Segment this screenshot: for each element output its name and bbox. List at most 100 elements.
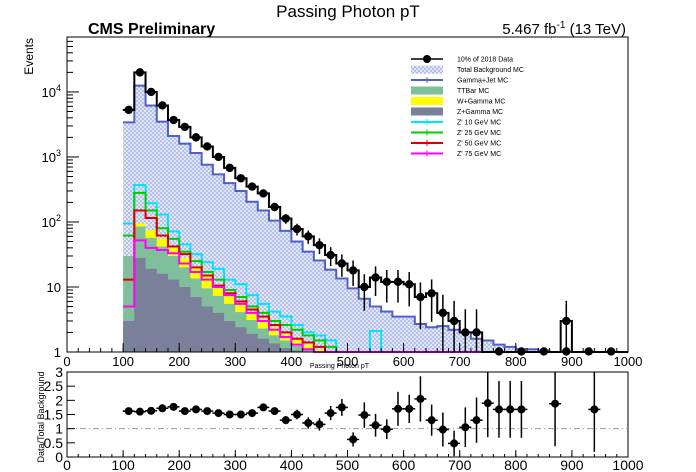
background-layer — [123, 84, 628, 353]
data-point — [393, 277, 403, 287]
legend-hatched-swatch — [411, 65, 443, 74]
ratio-point — [494, 405, 503, 414]
data-point — [247, 182, 257, 191]
ratio-x-tick-label: 200 — [168, 457, 192, 472]
ratio-point — [461, 423, 470, 432]
ratio-point — [248, 409, 257, 418]
ratio-x-tick-label: 300 — [224, 457, 248, 472]
main-y-axis-label: Events — [22, 38, 36, 75]
ratio-points — [122, 372, 601, 457]
data-point — [584, 347, 593, 356]
ratio-point — [517, 405, 526, 414]
ratio-point — [337, 403, 346, 412]
data-layer — [122, 68, 616, 356]
legend-item: W+Gamma MC — [411, 97, 505, 106]
data-point — [236, 174, 246, 183]
ratio-point — [360, 411, 369, 420]
y-tick-label: 102 — [42, 213, 61, 230]
ratio-point — [293, 410, 302, 419]
data-point — [371, 273, 380, 282]
ratio-point — [203, 407, 212, 416]
data-point — [326, 250, 335, 260]
x-tick-label: 500 — [337, 354, 359, 369]
data-point — [562, 316, 571, 326]
ratio-y-tick-label: 1 — [55, 421, 63, 437]
ratio-point — [236, 410, 245, 419]
data-point — [539, 347, 549, 356]
experiment-label: CMS Preliminary — [88, 21, 215, 38]
main-y-axis: 1 10 102 103 104 — [42, 36, 79, 360]
ratio-point — [315, 420, 324, 429]
legend-label: Z' 10 GeV MC — [457, 120, 501, 127]
x-tick-label: 100 — [112, 354, 134, 369]
wgamma-fill — [123, 223, 628, 352]
legend-label: Gamma+Jet MC — [457, 78, 508, 85]
x-tick-label: 400 — [281, 354, 303, 369]
legend-item: 10% of 2018 Data — [411, 55, 513, 64]
ratio-x-tick-label: 500 — [336, 457, 360, 472]
legend-label: 10% of 2018 Data — [457, 57, 513, 64]
data-point — [360, 282, 369, 292]
ratio-point — [483, 399, 492, 408]
ratio-x-tick-label: 700 — [448, 457, 472, 472]
data-point — [382, 277, 391, 287]
ratio-point — [147, 406, 156, 415]
ratio-y-tick-label: 1.5 — [44, 407, 64, 423]
data-point — [405, 280, 414, 289]
data-point — [292, 224, 302, 234]
legend-label: Z' 25 GeV MC — [457, 130, 501, 137]
data-point — [494, 347, 504, 356]
ratio-y-tick-label: 2 — [55, 392, 63, 408]
luminosity-label: 5.467 fb-1 (13 TeV) — [502, 20, 626, 38]
data-point — [315, 240, 324, 250]
ratio-y-tick-label: 3 — [55, 364, 63, 380]
legend-item: Z' 25 GeV MC — [411, 129, 501, 137]
data-point — [472, 328, 481, 337]
luminosity-value: 5.467 fb — [502, 21, 556, 38]
legend-item: Z' 75 GeV MC — [411, 150, 501, 158]
ratio-point — [124, 407, 133, 416]
data-point — [348, 266, 358, 275]
x-tick-label: 200 — [168, 354, 190, 369]
legend-label: W+Gamma MC — [457, 99, 505, 106]
y-tick-label: 104 — [42, 83, 61, 100]
data-point — [259, 189, 268, 198]
data-point — [214, 152, 223, 162]
legend-item: Total Background MC — [411, 65, 524, 74]
legend-item: Z' 50 GeV MC — [411, 140, 501, 148]
data-point — [124, 105, 133, 115]
legend-label: TTBar MC — [457, 88, 489, 95]
data-point — [225, 163, 234, 173]
ratio-point — [192, 405, 201, 414]
ratio-point — [180, 407, 189, 416]
ratio-x-tick-label: 400 — [280, 457, 304, 472]
data-point — [438, 308, 448, 318]
data-point — [449, 316, 459, 326]
ratio-point — [438, 425, 447, 434]
ratio-x-axis: 0 100 200 300 400 500 600 700 800 900 1000 — [63, 450, 644, 472]
ratio-y-axis: 00.511.522.53 — [44, 364, 75, 465]
ratio-point — [214, 409, 223, 418]
ratio-point — [551, 399, 560, 408]
ratio-plot-panel: 0 100 200 300 400 500 600 700 800 900 1000 00.511.… — [36, 364, 644, 472]
ratio-point — [472, 416, 481, 425]
ratio-x-tick-label: 600 — [392, 457, 416, 472]
ttbar-fill — [123, 226, 628, 352]
legend-fill-swatch — [411, 86, 443, 95]
luminosity-exponent: -1 — [557, 20, 566, 31]
ratio-x-tick-label: 0 — [63, 457, 71, 472]
ratio-point — [590, 405, 599, 414]
ratio-y-tick-label: 0 — [55, 449, 63, 465]
data-point — [562, 347, 571, 356]
legend-label: Z+Gamma MC — [457, 109, 503, 116]
main-plot-panel: 0 100 200 300 400 500 600 700 800 900 1000 1101021… — [22, 36, 643, 370]
ratio-point — [405, 404, 414, 413]
data-point — [191, 133, 201, 142]
data-point — [270, 202, 279, 212]
ratio-y-tick-label: 0.5 — [44, 435, 64, 451]
x-tick-label: 1000 — [614, 354, 643, 369]
gamma-jet-line — [123, 84, 628, 353]
ratio-plot-frame — [66, 371, 629, 458]
ratio-y-axis-label: Data/Total Background — [36, 371, 46, 462]
legend-label: Z' 75 GeV MC — [457, 151, 501, 158]
